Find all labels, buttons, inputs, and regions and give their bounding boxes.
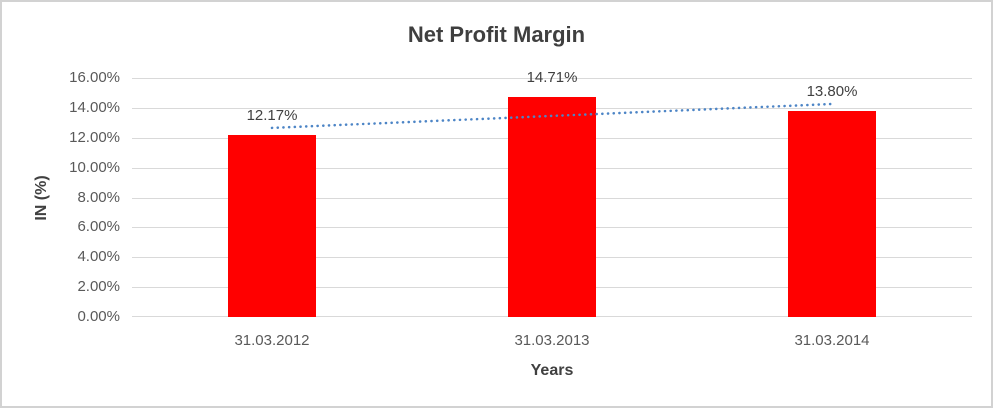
y-tick-label: 14.00% xyxy=(69,98,120,116)
bar-31.03.2014 xyxy=(788,110,876,317)
x-axis-title: Years xyxy=(530,362,574,379)
bar-data-label: 13.80% xyxy=(806,82,858,100)
trendline-path xyxy=(270,102,834,130)
gridline xyxy=(132,78,972,79)
bar-31.03.2012 xyxy=(228,135,316,317)
chart-title: Net Profit Margin xyxy=(407,22,586,47)
x-tick-label: 31.03.2014 xyxy=(794,332,870,349)
bar-31.03.2013 xyxy=(508,97,596,317)
y-tick-label: 4.00% xyxy=(77,248,120,266)
y-tick-label: 10.00% xyxy=(69,158,120,176)
y-tick-label: 12.00% xyxy=(69,128,120,146)
plot-area: 12.17% 14.71% 13.80% xyxy=(132,70,972,317)
y-tick-label: 2.00% xyxy=(77,278,120,296)
y-tick-label: 6.00% xyxy=(77,218,120,236)
bar-data-label: 12.17% xyxy=(246,107,298,125)
trendline xyxy=(270,102,834,130)
x-tick-label: 31.03.2012 xyxy=(234,332,310,349)
y-tick-label: 8.00% xyxy=(77,188,120,206)
x-tick-label: 31.03.2013 xyxy=(514,332,590,349)
y-tick-label: 16.00% xyxy=(69,69,120,86)
y-tick-label: 0.00% xyxy=(77,308,120,325)
bar-data-label: 14.71% xyxy=(526,69,578,87)
